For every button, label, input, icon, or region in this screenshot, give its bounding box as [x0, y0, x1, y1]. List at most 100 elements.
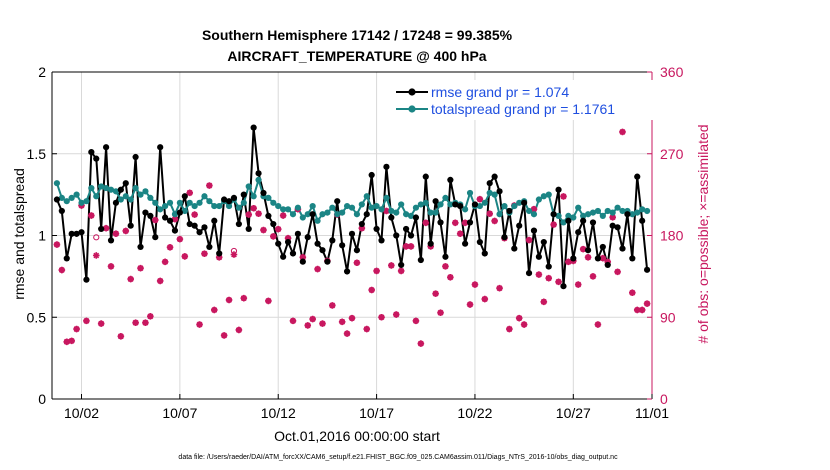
totalspread-point	[240, 199, 247, 206]
obs-assimilated-point	[638, 306, 646, 314]
obs-assimilated-point	[402, 243, 410, 250]
totalspread-point	[235, 204, 242, 211]
obs-assimilated-point	[417, 340, 425, 347]
rmse-point	[555, 186, 562, 193]
obs-assimilated-point	[515, 314, 523, 322]
totalspread-point	[525, 207, 533, 215]
totalspread-point	[147, 194, 154, 201]
rmse-point	[447, 176, 454, 184]
rmse-point	[93, 155, 100, 162]
totalspread-point	[216, 202, 223, 210]
totalspread-point	[171, 211, 179, 218]
obs-assimilated-point	[92, 252, 100, 259]
totalspread-point	[78, 199, 85, 206]
totalspread-point	[565, 212, 572, 219]
totalspread-point	[516, 199, 523, 206]
obs-assimilated-point	[329, 302, 336, 309]
rmse-point	[417, 256, 424, 264]
totalspread-point	[614, 204, 621, 211]
x-tick-label: 10/17	[359, 405, 394, 421]
totalspread-point	[584, 211, 592, 218]
obs-assimilated-point	[456, 230, 464, 237]
rmse-point	[191, 222, 198, 229]
rmse-point	[275, 240, 282, 247]
obs-assimilated-point	[437, 309, 444, 317]
obs-assimilated-point	[279, 212, 287, 219]
rmse-point	[471, 201, 479, 208]
rmse-point	[501, 234, 508, 241]
totalspread-point	[319, 211, 326, 218]
rmse-point	[324, 258, 331, 265]
totalspread-point	[255, 176, 262, 184]
rmse-point	[506, 207, 513, 215]
obs-assimilated-point	[412, 317, 420, 325]
totalspread-point	[93, 193, 100, 200]
obs-assimilated-point	[206, 182, 213, 189]
totalspread-point	[162, 202, 169, 210]
totalspread-point	[98, 183, 105, 190]
totalspread-point	[122, 193, 129, 200]
obs-assimilated-point	[299, 254, 307, 261]
rmse-point	[412, 214, 420, 221]
obs-assimilated-point	[461, 219, 469, 227]
rmse-point	[565, 217, 572, 224]
obs-assimilated-point	[270, 233, 277, 240]
rmse-point	[363, 211, 370, 218]
rmse-point	[107, 237, 115, 244]
obs-assimilated-point	[88, 212, 95, 219]
y2-tick-label: 0	[660, 391, 668, 407]
rmse-point	[373, 225, 380, 233]
rmse-point	[619, 245, 626, 252]
totalspread-point	[270, 199, 277, 206]
totalspread-point	[442, 194, 449, 201]
obs-assimilated-point	[422, 219, 430, 227]
obs-assimilated-point	[314, 265, 321, 273]
totalspread-point	[107, 186, 115, 193]
rmse-point	[289, 250, 297, 257]
rmse-point	[221, 196, 228, 203]
rmse-point	[634, 173, 641, 180]
totalspread-point	[275, 202, 282, 210]
obs-assimilated-point	[491, 217, 498, 225]
totalspread-point	[437, 201, 444, 208]
totalspread-point	[289, 211, 297, 218]
rmse-point	[383, 163, 390, 170]
totalspread-point	[368, 204, 375, 211]
totalspread-point	[73, 191, 80, 198]
obs-assimilated-point	[614, 268, 621, 276]
obs-assimilated-point	[609, 214, 616, 221]
x-tick-label: 10/12	[261, 405, 296, 421]
rmse-point	[521, 199, 528, 206]
rmse-point	[299, 258, 306, 265]
totalspread-point	[127, 196, 134, 203]
rmse-point	[314, 240, 321, 247]
totalspread-point	[570, 214, 577, 221]
rmse-point	[570, 255, 577, 262]
rmse-point	[481, 250, 488, 257]
totalspread-point	[432, 209, 439, 216]
rmse-point	[575, 229, 582, 236]
rmse-point	[402, 225, 410, 233]
obs-assimilated-point	[633, 306, 641, 314]
obs-assimilated-point	[220, 332, 228, 339]
rmse-point	[157, 144, 164, 151]
totalspread-point	[358, 201, 365, 208]
chart-subtitle: AIRCRAFT_TEMPERATURE @ 400 hPa	[227, 48, 486, 64]
totalspread-point	[481, 199, 488, 206]
rmse-point	[339, 242, 346, 249]
rmse-point	[639, 217, 646, 224]
totalspread-point	[486, 189, 493, 197]
totalspread-point	[83, 198, 90, 205]
rmse-point	[245, 225, 252, 233]
rmse-point	[584, 247, 592, 254]
totalspread-point	[58, 194, 65, 201]
rmse-point	[452, 201, 459, 208]
rmse-point	[353, 247, 361, 254]
obs-assimilated-point	[151, 216, 159, 224]
obs-assimilated-point	[397, 267, 405, 275]
rmse-point	[230, 194, 238, 201]
totalspread-point	[643, 207, 651, 215]
obs-assimilated-point	[358, 224, 366, 232]
obs-assimilated-point	[550, 221, 557, 228]
totalspread-point	[501, 202, 508, 210]
